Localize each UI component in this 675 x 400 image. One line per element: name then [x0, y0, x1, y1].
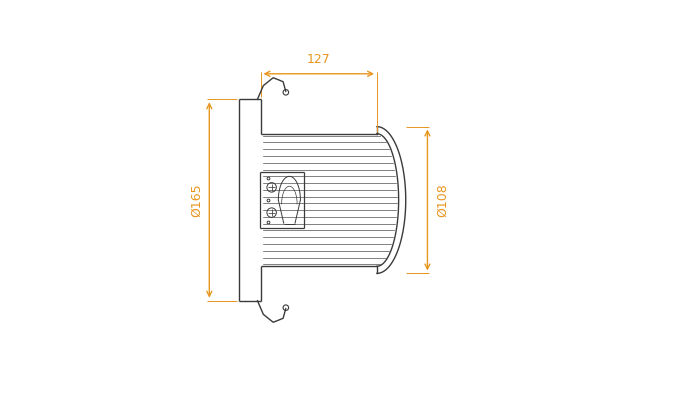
Text: 127: 127: [307, 53, 331, 66]
Text: Ø108: Ø108: [436, 183, 449, 217]
Text: Ø165: Ø165: [190, 183, 203, 217]
